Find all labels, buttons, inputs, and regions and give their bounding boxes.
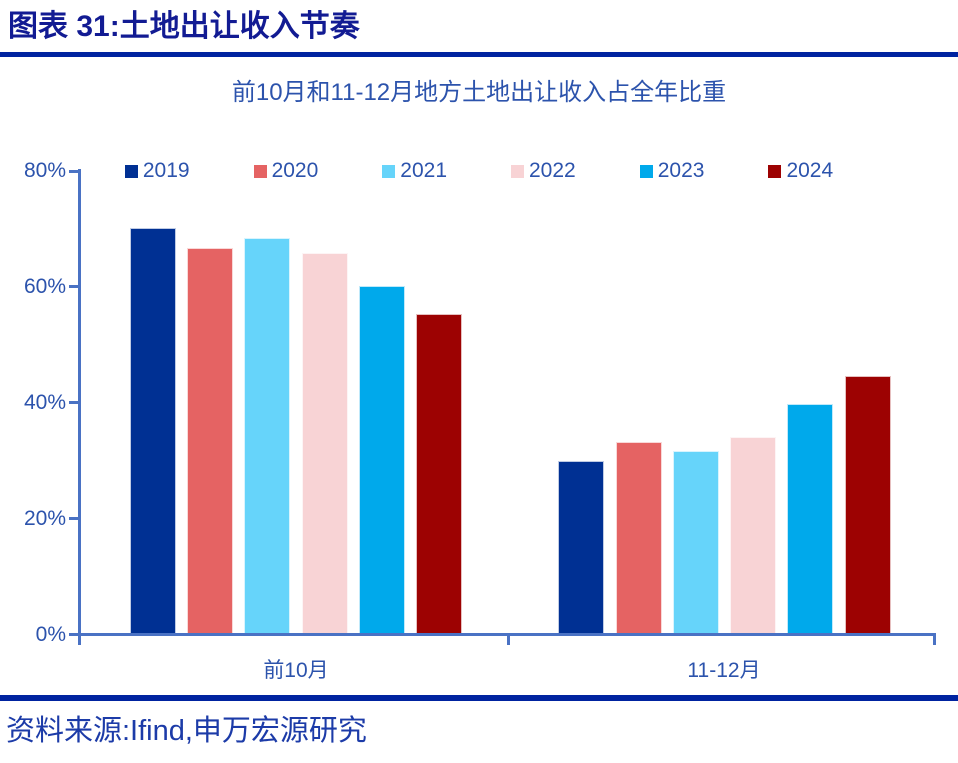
bar-2023-11-12月 [787, 403, 834, 635]
legend-item-2021: 2021 [382, 159, 447, 183]
legend-label: 2022 [529, 159, 576, 182]
bar-2023-前10月 [358, 285, 405, 635]
figure-panel: 图表 31:土地出让收入节奏 前10月和11-12月地方土地出让收入占全年比重 … [0, 8, 958, 749]
y-axis-label: 0% [35, 622, 66, 646]
y-axis-tick [69, 633, 79, 636]
bar-2020-前10月 [187, 248, 234, 635]
x-axis-tick [933, 633, 936, 645]
legend-label: 2019 [142, 159, 190, 182]
legend-swatch-icon [768, 164, 782, 178]
source-attribution: 资料来源:Ifind,申万宏源研究 [6, 715, 367, 747]
legend-label: 2020 [271, 159, 319, 182]
x-category-label: 11-12月 [687, 659, 761, 682]
bar-2022-11-12月 [730, 436, 777, 635]
chart-bottom-divider [0, 695, 958, 701]
chart-plot-area: 2019 2020 2021 2022 2023 2024 前10月 11-12月 0% 2… [0, 159, 958, 682]
legend-item-2024: 2024 [768, 159, 833, 183]
figure-caption: 图表 31:土地出让收入节奏 [8, 10, 360, 43]
legend-swatch-icon [124, 164, 138, 178]
y-axis-tick [69, 401, 79, 405]
legend-swatch-icon [511, 164, 524, 178]
bar-2019-前10月 [129, 228, 176, 635]
legend-swatch-icon [639, 164, 653, 178]
legend-item-2019: 2019 [124, 159, 190, 183]
y-axis-label: 20% [23, 506, 66, 530]
y-axis-tick [69, 285, 79, 289]
y-axis-tick [69, 169, 79, 173]
legend-label: 2023 [657, 159, 705, 182]
legend-item-2020: 2020 [253, 159, 319, 183]
caption-divider [0, 52, 958, 57]
legend-swatch-icon [253, 164, 267, 178]
y-axis-label: 60% [23, 274, 66, 298]
bar-2024-11-12月 [844, 376, 891, 635]
legend-label: 2021 [400, 159, 447, 182]
bar-2024-前10月 [416, 313, 463, 635]
y-axis-label: 40% [23, 390, 66, 414]
y-axis-tick [69, 517, 79, 521]
y-axis-line [78, 169, 81, 645]
bar-2020-11-12月 [615, 441, 662, 635]
bar-2021-11-12月 [672, 451, 719, 635]
bar-2019-11-12月 [558, 461, 605, 635]
chart-legend: 2019 2020 2021 2022 2023 2024 [0, 158, 958, 184]
x-category-label: 前10月 [263, 659, 329, 682]
y-axis-label: 80% [23, 159, 66, 182]
bar-2021-前10月 [244, 238, 291, 635]
legend-item-2022: 2022 [511, 159, 576, 183]
chart-title: 前10月和11-12月地方土地出让收入占全年比重 [231, 79, 727, 106]
legend-label: 2024 [786, 159, 834, 182]
legend-swatch-icon [382, 164, 396, 178]
legend-item-2023: 2023 [639, 159, 705, 183]
x-axis-tick [507, 633, 510, 645]
bar-2022-前10月 [301, 252, 348, 635]
